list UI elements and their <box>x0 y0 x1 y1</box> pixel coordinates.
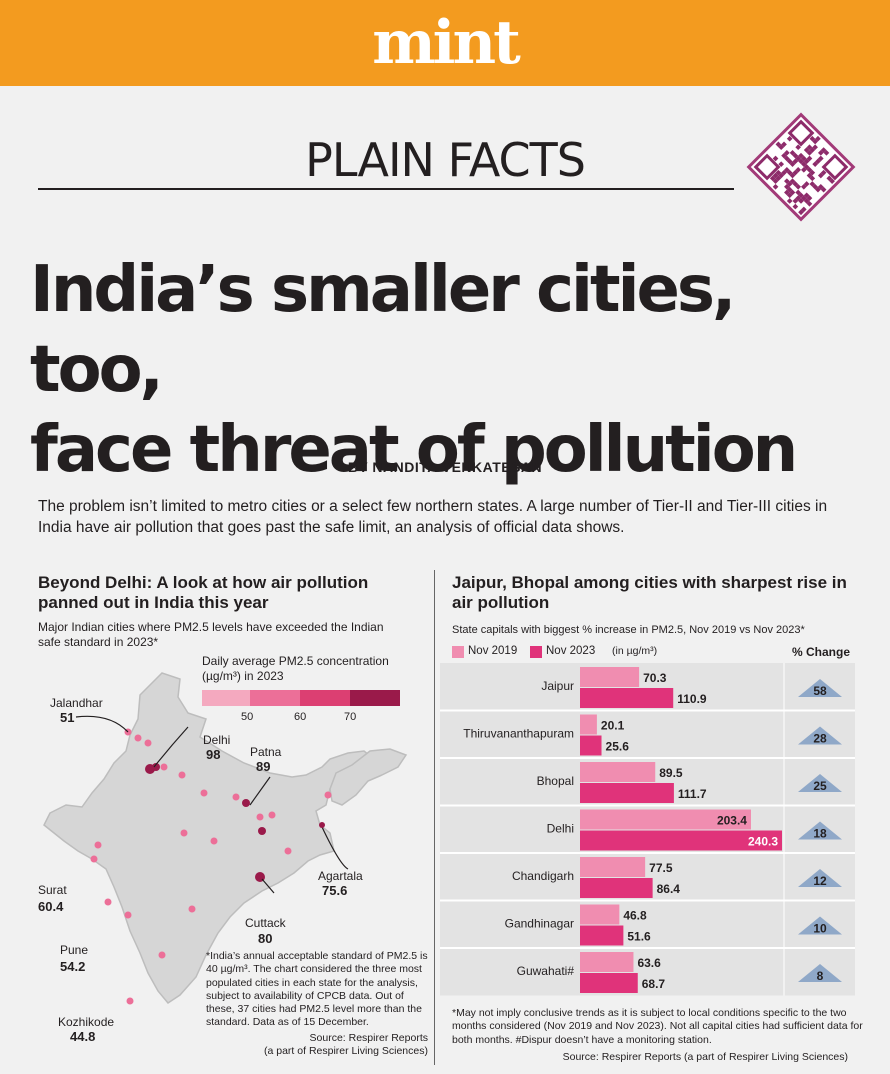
city-value-surat: 60.4 <box>38 900 63 914</box>
city-value-pune: 54.2 <box>60 960 85 974</box>
bar-bhopal-nov-2023 <box>580 783 674 803</box>
bar-chandigarh-nov-2019 <box>580 857 645 877</box>
intro-paragraph: The problem isn’t limited to metro citie… <box>38 496 858 538</box>
data-label-gandhinagar-nov-2019: 46.8 <box>623 909 647 923</box>
city-value-delhi: 98 <box>206 748 220 762</box>
pct-change-value-delhi: 18 <box>813 827 827 841</box>
data-label-jaipur-nov-2023: 110.9 <box>677 692 707 706</box>
chart-subtitle: State capitals with biggest % increase i… <box>452 623 872 637</box>
bar-gandhinagar-nov-2019 <box>580 905 619 925</box>
data-label-thiruvananthapuram-nov-2019: 20.1 <box>601 719 625 733</box>
data-label-chandigarh-nov-2023: 86.4 <box>657 882 681 896</box>
category-label-guwahati: Guwahati# <box>517 964 575 978</box>
city-label-kozhikode: Kozhikode <box>58 1015 114 1029</box>
data-label-jaipur-nov-2019: 70.3 <box>643 671 667 685</box>
bar-bhopal-nov-2019 <box>580 762 655 782</box>
pct-change-value-guwahati: 8 <box>817 969 824 983</box>
bar-chart: Jaipur 70.3 110.9 58 Thiruvananthapuram 20.1 2… <box>440 660 880 1005</box>
city-label-agartala: Agartala <box>318 869 363 883</box>
map-subtitle: Major Indian cities where PM2.5 levels h… <box>38 620 388 650</box>
headline-line-1: India’s smaller cities, too, <box>30 250 870 410</box>
legend-tick-70: 70 <box>344 711 356 723</box>
map-legend-scale <box>202 690 400 706</box>
legend-swatch-nov-2023 <box>530 646 542 658</box>
bar-jaipur-nov-2023 <box>580 688 673 708</box>
map-source-line-2: (a part of Respirer Living Sciences) <box>206 1045 428 1058</box>
map-source: Source: Respirer Reports (a part of Resp… <box>206 1032 428 1059</box>
category-label-thiruvananthapuram: Thiruvananthapuram <box>463 727 574 741</box>
bar-chandigarh-nov-2023 <box>580 878 653 898</box>
data-label-guwahati-nov-2019: 63.6 <box>637 956 661 970</box>
city-label-delhi: Delhi <box>203 733 230 747</box>
city-value-kozhikode: 44.8 <box>70 1030 95 1044</box>
mint-logo: mint <box>0 8 890 78</box>
data-label-guwahati-nov-2023: 68.7 <box>642 977 666 991</box>
chart-footnote: *May not imply conclusive trends as it i… <box>452 1007 872 1047</box>
legend-unit: (in µg/m³) <box>612 645 657 657</box>
qr-code <box>746 112 856 222</box>
bar-guwahati-nov-2023 <box>580 973 638 993</box>
legend-label-nov-2023: Nov 2023 <box>546 645 595 657</box>
legend-label-nov-2019: Nov 2019 <box>468 645 517 657</box>
data-label-thiruvananthapuram-nov-2023: 25.6 <box>606 740 630 754</box>
map-title: Beyond Delhi: A look at how air pollutio… <box>38 573 418 613</box>
bar-thiruvananthapuram-nov-2023 <box>580 736 602 756</box>
column-divider <box>434 570 435 1065</box>
data-label-bhopal-nov-2019: 89.5 <box>659 766 683 780</box>
headline: India’s smaller cities, too, face threat… <box>30 250 870 490</box>
bar-gandhinagar-nov-2023 <box>580 926 623 946</box>
bar-jaipur-nov-2019 <box>580 667 639 687</box>
city-label-surat: Surat <box>38 883 67 897</box>
city-label-cuttack: Cuttack <box>245 916 286 930</box>
city-label-jalandhar: Jalandhar <box>50 696 103 710</box>
legend-tick-60: 60 <box>294 711 306 723</box>
category-label-bhopal: Bhopal <box>537 774 574 788</box>
pct-change-value-jaipur: 58 <box>813 684 827 698</box>
city-value-cuttack: 80 <box>258 932 272 946</box>
city-value-agartala: 75.6 <box>322 884 347 898</box>
category-label-chandigarh: Chandigarh <box>512 869 574 883</box>
pct-change-value-bhopal: 25 <box>813 779 827 793</box>
category-label-delhi: Delhi <box>547 822 574 836</box>
city-value-jalandhar: 51 <box>60 711 74 725</box>
data-label-delhi-nov-2019: 203.4 <box>717 814 747 828</box>
data-label-bhopal-nov-2023: 111.7 <box>678 787 707 801</box>
chart-source: Source: Respirer Reports (a part of Resp… <box>452 1051 848 1063</box>
city-value-patna: 89 <box>256 760 270 774</box>
city-label-patna: Patna <box>250 745 281 759</box>
bar-guwahati-nov-2019 <box>580 952 633 972</box>
pct-change-value-chandigarh: 12 <box>813 874 827 888</box>
category-label-gandhinagar: Gandhinagar <box>505 917 574 931</box>
headline-line-2: face threat of pollution <box>30 410 870 490</box>
masthead: mint <box>0 0 890 86</box>
data-label-delhi-nov-2023: 240.3 <box>748 835 778 849</box>
bar-thiruvananthapuram-nov-2019 <box>580 715 597 735</box>
data-label-chandigarh-nov-2019: 77.5 <box>649 861 673 875</box>
pct-change-value-gandhinagar: 10 <box>813 922 827 936</box>
pct-change-value-thiruvananthapuram: 28 <box>813 732 827 746</box>
category-label-jaipur: Jaipur <box>541 679 574 693</box>
byline: BY NANDITA VENKATESAN <box>0 459 890 475</box>
pct-change-header: % Change <box>792 645 850 659</box>
legend-swatch-nov-2019 <box>452 646 464 658</box>
data-label-gandhinagar-nov-2023: 51.6 <box>627 930 651 944</box>
map-source-line-1: Source: Respirer Reports <box>206 1032 428 1045</box>
kicker-rule <box>38 188 734 190</box>
legend-tick-50: 50 <box>241 711 253 723</box>
city-label-pune: Pune <box>60 943 88 957</box>
map-footnote: *India’s annual acceptable standard of P… <box>206 950 428 1030</box>
chart-title: Jaipur, Bhopal among cities with sharpes… <box>452 573 852 613</box>
